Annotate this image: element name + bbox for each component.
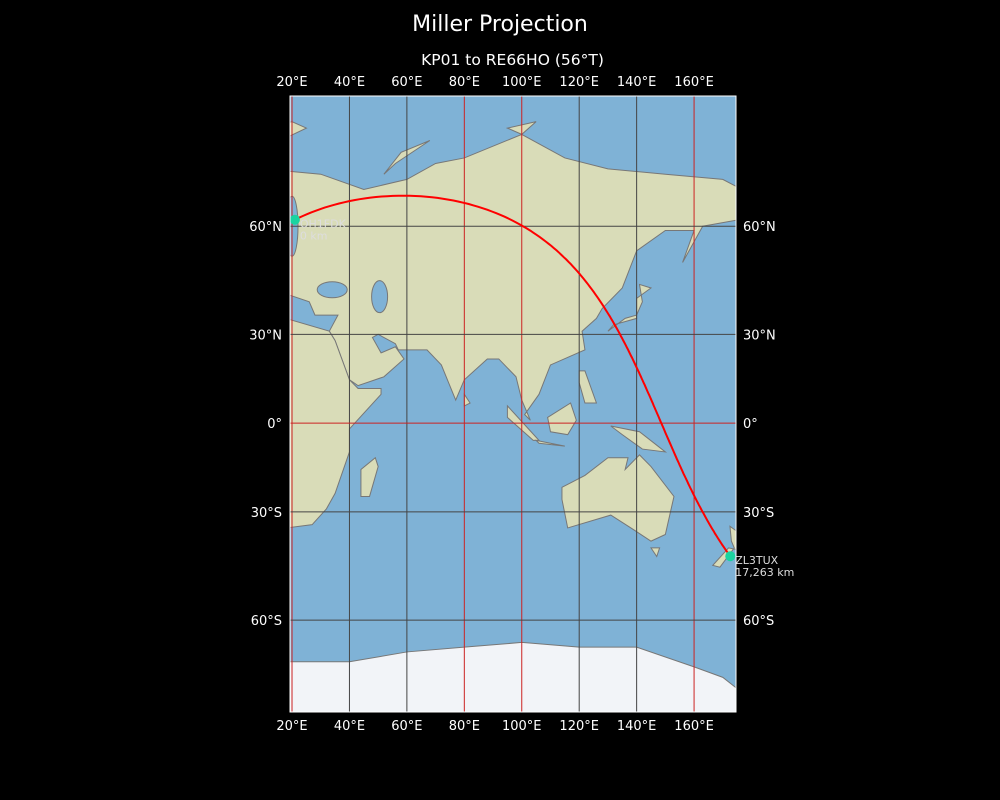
land-svalbard [290,121,308,137]
lon-tick-top: 160°E [674,75,714,90]
land-java [534,439,565,447]
lat-tick-left: 60°N [249,220,282,235]
lat-tick-left: 30°S [251,506,282,521]
map-layer [290,96,736,712]
lon-tick-top: 80°E [449,75,480,90]
lon-tick-top: 60°E [391,75,422,90]
great-circle-path [294,194,732,557]
lon-tick-bottom: 60°E [391,719,422,734]
land-madagascar [360,456,379,497]
lat-tick-right: 60°S [743,614,774,629]
lon-tick-bottom: 100°E [502,719,542,734]
station-marker [725,551,736,562]
lat-tick-left: 30°N [249,328,282,343]
station-distance: 0 km [300,230,328,243]
station-callsign: OH1FDK [300,218,347,231]
lon-tick-top: 120°E [559,75,599,90]
lat-tick-left: 0° [267,417,282,432]
lon-tick-top: 100°E [502,75,542,90]
station-callsign: ZL3TUX [735,554,778,567]
land-eurasia [290,133,736,421]
lat-tick-left: 60°S [251,614,282,629]
lon-tick-bottom: 160°E [674,719,714,734]
lon-tick-bottom: 140°E [617,719,657,734]
caspian-sea [371,280,389,314]
land-sumatra [506,404,541,441]
lat-tick-right: 30°N [743,328,776,343]
map-subtitle: KP01 to RE66HO (56°T) [421,51,604,69]
lon-tick-bottom: 120°E [559,719,599,734]
lat-tick-right: 60°N [743,220,776,235]
land-australia [561,454,675,542]
land-nz [711,525,736,568]
land-newguinea [610,425,668,453]
lon-tick-top: 40°E [334,75,365,90]
land-borneo [547,402,577,436]
lon-tick-top: 20°E [276,75,307,90]
figure-title: Miller Projection [412,12,588,37]
lat-tick-right: 0° [743,417,758,432]
lon-tick-bottom: 20°E [276,719,307,734]
land-tasmania [650,547,661,558]
lat-tick-right: 30°S [743,506,774,521]
lon-tick-bottom: 80°E [449,719,480,734]
station-marker [289,214,300,225]
land-novaya [383,140,431,175]
station-distance: 17,263 km [735,566,794,579]
lon-tick-bottom: 40°E [334,719,365,734]
lon-tick-top: 140°E [617,75,657,90]
land-japan [607,283,653,332]
map-frame [289,95,737,713]
black-sea [316,281,348,299]
